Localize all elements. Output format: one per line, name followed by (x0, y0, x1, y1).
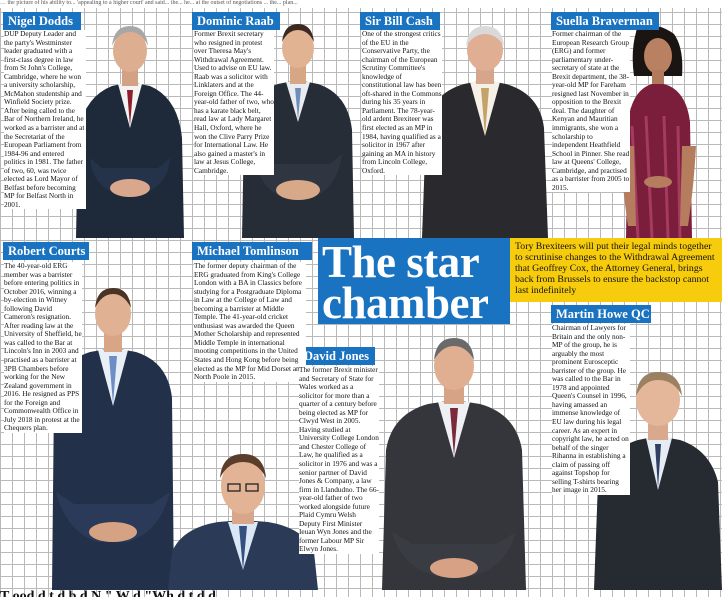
photo-michael-tomlinson (168, 440, 318, 590)
bio-martin-howe: Chairman of Lawyers for Britain and the … (552, 323, 630, 495)
name-tag-dominic-raab: Dominic Raab (192, 12, 280, 30)
bio-michael-tomlinson: The former deputy chairman of the ERG gr… (194, 261, 306, 382)
bio-text: Former Brexit secretary who resigned in … (194, 29, 274, 175)
bio-text: The 40-year-old ERG member was a barrist… (4, 261, 82, 433)
headline-box: The star chamber (318, 237, 510, 328)
name-tag-bill-cash: Sir Bill Cash (360, 12, 440, 30)
photo-david-jones (380, 336, 528, 590)
name-tag-martin-howe: Martin Howe QC (551, 305, 651, 323)
bio-text: DUP Deputy Leader and the party's Westmi… (4, 29, 85, 209)
bio-text: Former chairman of the European Research… (552, 29, 630, 192)
photo-nigel-dodds (72, 18, 188, 238)
name-tag-nigel-dodds: Nigel Dodds (3, 12, 81, 30)
photo-suella-braverman (612, 26, 704, 238)
bio-text: Chairman of Lawyers for Britain and the … (552, 323, 629, 495)
bio-bill-cash: One of the strongest critics of the EU i… (362, 29, 442, 176)
top-strip-text: … the picture of his ability to... 'appe… (0, 0, 722, 8)
bottom-strip-text: T ood d t d b d N " W d "Wh d t d d (0, 590, 722, 597)
standfirst: Tory Brexiteers will put their legal min… (510, 238, 722, 302)
bio-david-jones: The former Brexit minister and Secretary… (299, 365, 379, 555)
name-tag-david-jones: David Jones (299, 347, 375, 365)
bio-robert-courts: The 40-year-old ERG member was a barrist… (4, 261, 82, 433)
headline-title: The star chamber (322, 237, 489, 328)
name-tag-suella-braverman: Suella Braverman (551, 12, 659, 30)
bio-suella-braverman: Former chairman of the European Research… (552, 29, 630, 193)
name-tag-robert-courts: Robert Courts (3, 242, 89, 260)
bio-text: The former deputy chairman of the ERG gr… (194, 261, 304, 382)
photo-bill-cash (420, 24, 550, 238)
name-tag-michael-tomlinson: Michael Tomlinson (192, 242, 312, 260)
bio-text: The former Brexit minister and Secretary… (299, 365, 379, 554)
bio-dominic-raab: Former Brexit secretary who resigned in … (194, 29, 274, 176)
bio-nigel-dodds: DUP Deputy Leader and the party's Westmi… (4, 29, 86, 210)
photo-robert-courts (48, 282, 178, 590)
bio-text: One of the strongest critics of the EU i… (362, 29, 442, 175)
